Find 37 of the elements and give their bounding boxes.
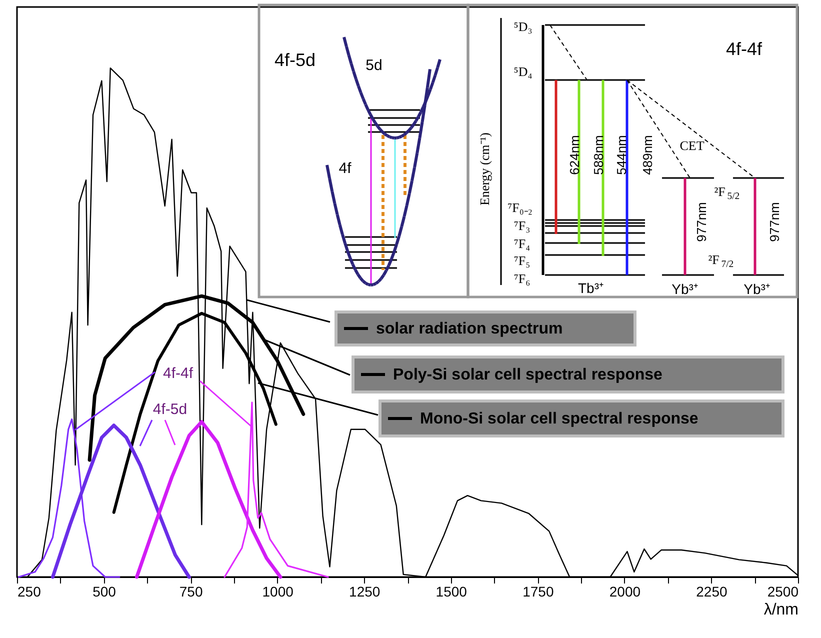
annotation: 977nm [767, 202, 782, 242]
x-tick-label: 2000 [609, 584, 641, 600]
annotation: Yb³⁺ [672, 281, 698, 297]
annotation: 588nm [591, 135, 606, 175]
x-tick-label: 2250 [696, 584, 728, 600]
annotation: ⁷F₄ [514, 236, 531, 251]
annotation: 4f-4f [162, 365, 194, 382]
annotation: ⁷F₅ [514, 253, 530, 268]
x-tick-label: 500 [92, 584, 116, 600]
legend-label: Poly-Si solar cell spectral response [393, 366, 663, 384]
annotation: Yb³⁺ [744, 281, 770, 297]
annotation: ⁵D₄ [514, 64, 533, 79]
x-axis-title: λ/nm [764, 602, 798, 618]
annotation: Tb³⁺ [578, 280, 604, 296]
annotation: ⁷F₃ [514, 218, 530, 233]
x-tick-label: 750 [179, 584, 203, 600]
annotation: 4f-5d [274, 50, 316, 70]
x-tick-label: 1750 [522, 584, 554, 600]
annotation: 489nm [640, 135, 655, 175]
annotation: CET [680, 138, 704, 153]
x-tick-label: 250 [18, 584, 42, 600]
text: 4f-4f [726, 39, 763, 59]
x-tick-label: 2500 [767, 584, 799, 600]
annotation: 624nm [567, 135, 582, 175]
text: ⁵D₃ [514, 19, 532, 34]
legend-label: solar radiation spectrum [376, 320, 563, 338]
x-tick-label: 1250 [349, 584, 380, 600]
annotation: 4f-5d [152, 401, 188, 418]
annotation: Energy (cm⁻¹) [477, 132, 492, 206]
x-tick-label: 1500 [436, 584, 468, 600]
annotation: ⁷F₆ [514, 271, 530, 286]
annotation: 544nm [614, 135, 629, 175]
annotation: ⁷F₀₋₂ [508, 200, 532, 215]
legend-label: Mono-Si solar cell spectral response [420, 410, 698, 428]
annotation: 5d [366, 57, 382, 74]
annotation: 977nm [694, 202, 709, 242]
x-tick-label: 1000 [262, 584, 294, 600]
